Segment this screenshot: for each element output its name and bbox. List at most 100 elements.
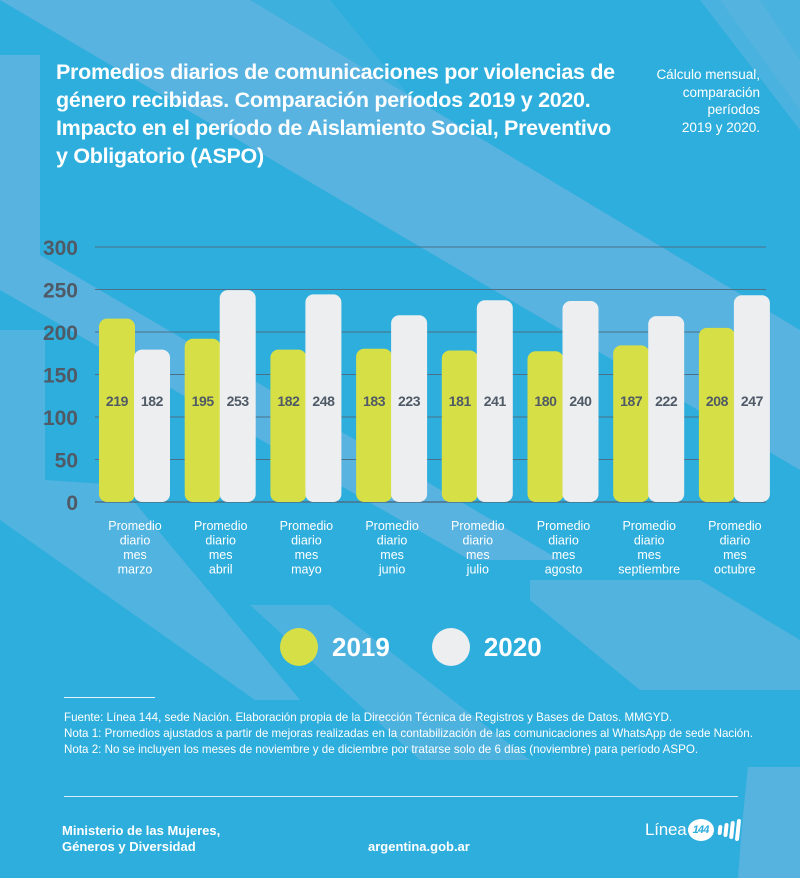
bar-value-label: 187 xyxy=(620,393,643,409)
bar-2020 xyxy=(562,301,599,502)
y-tick-label: 300 xyxy=(43,237,78,260)
x-tick-label-line: Promedio xyxy=(537,519,591,533)
x-tick-label: Promedio diario mes septiembre xyxy=(618,519,680,577)
logo-text: Línea xyxy=(645,820,687,839)
x-tick-label: Promedio diario mes abril xyxy=(194,519,248,577)
sound-waves-icon xyxy=(716,819,741,841)
bar-2019 xyxy=(441,350,478,502)
chart-title: Promedios diarios de comunicaciones por … xyxy=(56,60,615,168)
y-tick-label: 0 xyxy=(66,492,78,515)
bar-value-label: 183 xyxy=(363,393,386,409)
linea-144-logo: Línea 144 xyxy=(645,819,741,841)
x-tick-label: Promedio diario mes marzo xyxy=(108,519,162,577)
x-tick-label-line: mes xyxy=(552,548,576,562)
x-tick-label-line: marzo xyxy=(118,563,153,577)
bar-value-label: 247 xyxy=(741,393,764,409)
wave-bar xyxy=(717,825,723,835)
bar-2019 xyxy=(270,349,307,502)
bar-2019 xyxy=(99,318,135,502)
subtitle-line: Cálculo mensual, xyxy=(656,67,760,82)
logo-number: 144 xyxy=(692,824,710,836)
bar-2019 xyxy=(356,348,393,502)
x-tick-label-line: mes xyxy=(723,548,747,562)
x-tick-label-line: diario xyxy=(377,534,408,548)
y-tick-label: 250 xyxy=(43,280,78,303)
ministry-line: Ministerio de las Mujeres, xyxy=(62,823,221,838)
bar-2020 xyxy=(305,294,342,502)
legend-swatch-2019 xyxy=(280,628,318,666)
ministry-name: Ministerio de las Mujeres, Géneros y Div… xyxy=(62,823,220,855)
x-tick-label-line: mes xyxy=(380,548,404,562)
x-tick-label-line: mes xyxy=(123,548,147,562)
speech-bubble-icon: 144 xyxy=(687,819,714,841)
x-tick-label: Promedio diario mes agosto xyxy=(537,519,591,577)
bar-value-label: 241 xyxy=(484,393,507,409)
x-tick-label-line: Promedio xyxy=(280,519,334,533)
y-tick-label: 50 xyxy=(55,450,78,473)
x-tick-label-line: Promedio xyxy=(108,519,162,533)
y-tick-label: 200 xyxy=(43,322,78,345)
chart-subtitle: Cálculo mensual, comparación períodos 20… xyxy=(590,66,760,136)
x-tick-label-line: diario xyxy=(291,534,322,548)
bar-2020 xyxy=(134,349,170,502)
background-stripe xyxy=(0,330,300,700)
bar-2019 xyxy=(613,345,650,502)
x-tick-label: Promedio diario mes julio xyxy=(451,519,505,577)
bar-2020 xyxy=(733,295,770,502)
x-tick-label: Promedio diario mes junio xyxy=(365,519,419,577)
y-tick-label: 100 xyxy=(43,407,78,430)
website-link[interactable]: argentina.gob.ar xyxy=(368,839,470,854)
background-stripe xyxy=(530,580,800,690)
legend-item-2019: 2019 xyxy=(280,628,390,666)
background-stripe xyxy=(250,605,530,760)
x-tick-label-line: junio xyxy=(378,563,405,577)
background-stripe xyxy=(738,767,800,878)
subtitle-line: períodos xyxy=(707,102,760,117)
y-tick-label: 150 xyxy=(43,365,78,388)
x-tick-label-line: Promedio xyxy=(622,519,676,533)
footer-divider xyxy=(64,796,738,797)
chart-bars: 219 182 195 253 182 248 183 223 181 241 180 240 187 2… xyxy=(99,290,770,502)
x-tick-label: Promedio diario mes octubre xyxy=(708,519,762,577)
y-axis: 0 50 100 150 200 250 300 xyxy=(43,237,78,515)
legend-item-2020: 2020 xyxy=(431,628,542,666)
background-stripe xyxy=(0,55,560,560)
x-tick-label-line: mes xyxy=(466,548,490,562)
bar-chart: 0 50 100 150 200 250 300 219 182 195 253 182 248 183… xyxy=(43,237,770,577)
x-tick-label-line: mes xyxy=(637,548,661,562)
x-tick-label-line: Promedio xyxy=(708,519,762,533)
x-tick-label-line: mes xyxy=(295,548,319,562)
background-stripe xyxy=(240,0,520,230)
note-1: Nota 1: Promedios ajustados a partir de … xyxy=(64,727,753,740)
bar-value-label: 181 xyxy=(449,393,472,409)
bar-2019 xyxy=(527,351,564,502)
x-tick-label-line: agosto xyxy=(545,563,583,577)
x-tick-label: Promedio diario mes mayo xyxy=(280,519,334,577)
background-stripe xyxy=(0,0,800,470)
x-tick-label-line: abril xyxy=(209,563,233,577)
x-tick-label-line: Promedio xyxy=(451,519,505,533)
x-tick-label-line: septiembre xyxy=(618,563,680,577)
subtitle-line: 2019 y 2020. xyxy=(681,119,760,135)
bar-2020 xyxy=(391,315,428,502)
legend-label: 2019 xyxy=(332,631,390,662)
source-note: Fuente: Línea 144, sede Nación. Elaborac… xyxy=(64,711,673,724)
x-tick-label-line: diario xyxy=(120,534,151,548)
bar-2019 xyxy=(184,338,221,502)
bar-value-label: 219 xyxy=(106,393,129,409)
note-2: Nota 2: No se incluyen los meses de novi… xyxy=(64,743,699,756)
legend-swatch-2020 xyxy=(431,628,470,666)
x-tick-label-line: octubre xyxy=(714,563,756,577)
bar-2019 xyxy=(698,327,735,502)
bar-value-label: 223 xyxy=(398,393,421,409)
wave-bar xyxy=(728,821,735,839)
bar-value-label: 222 xyxy=(655,393,678,409)
x-tick-label-line: diario xyxy=(205,534,236,548)
x-tick-label-line: mayo xyxy=(291,563,322,577)
bar-value-label: 248 xyxy=(312,393,335,409)
x-tick-label-line: diario xyxy=(548,534,579,548)
bar-value-label: 208 xyxy=(706,393,729,409)
x-tick-label-line: Promedio xyxy=(365,519,419,533)
